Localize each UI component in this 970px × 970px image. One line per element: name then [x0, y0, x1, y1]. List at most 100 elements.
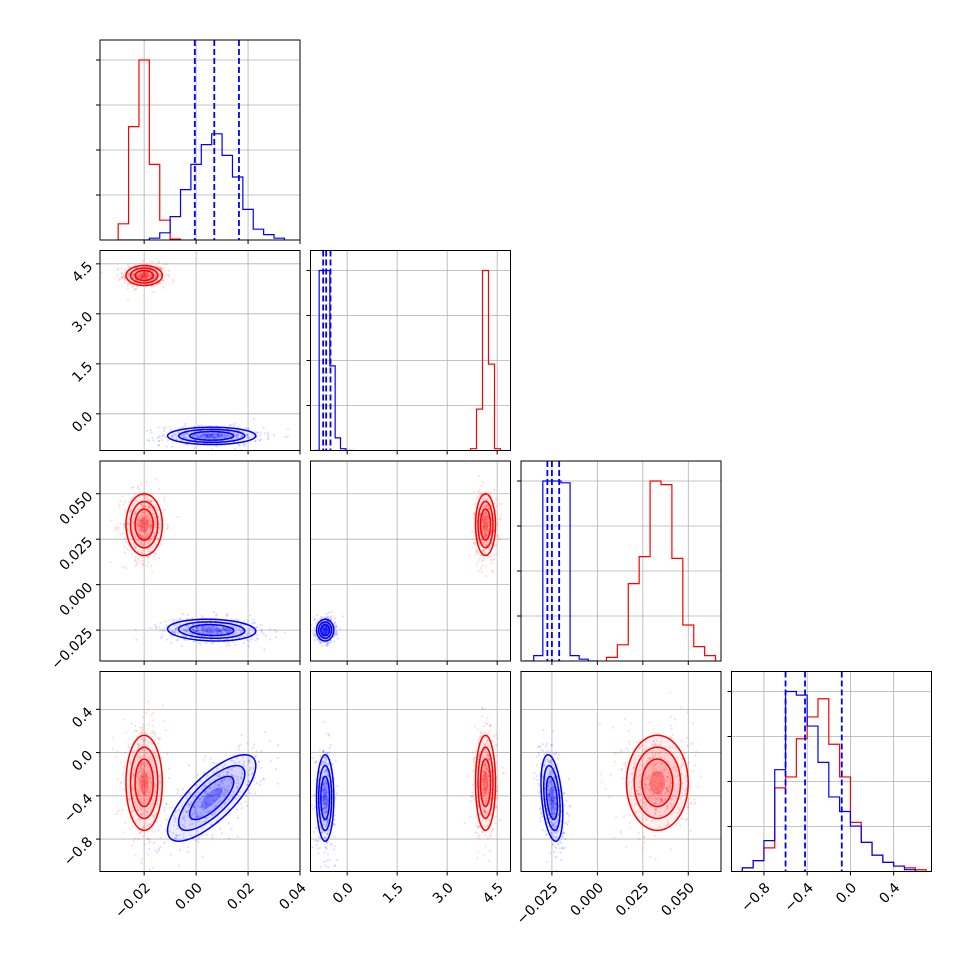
scatter-point: [240, 631, 243, 634]
scatter-point: [490, 569, 494, 572]
scatter-point: [140, 786, 144, 789]
scatter-point: [274, 636, 278, 639]
scatter-point: [153, 738, 157, 742]
scatter-point: [222, 632, 225, 635]
scatter-point: [195, 814, 198, 817]
scatter-point: [148, 517, 151, 520]
scatter-point: [137, 523, 140, 526]
scatter-point: [208, 803, 212, 806]
scatter-point: [242, 762, 245, 766]
scatter-point: [487, 775, 490, 778]
scatter-point: [495, 786, 499, 789]
scatter-point: [476, 825, 480, 828]
scatter-point: [662, 771, 665, 774]
scatter-point: [317, 835, 320, 839]
scatter-point: [324, 625, 327, 628]
scatter-point: [145, 822, 148, 825]
scatter-point: [199, 811, 203, 815]
scatter-point: [217, 629, 221, 632]
scatter-point: [204, 803, 207, 806]
scatter-point: [661, 799, 664, 803]
scatter-point: [207, 625, 210, 628]
panel-plot-area: [100, 250, 300, 451]
scatter-point: [154, 754, 157, 757]
scatter-point: [223, 627, 226, 630]
scatter-point: [487, 521, 490, 525]
scatter-point: [145, 271, 149, 274]
scatter-point: [228, 778, 231, 781]
scatter-point: [243, 619, 246, 622]
histogram-red: [605, 480, 717, 661]
scatter-point: [146, 709, 150, 712]
scatter-point: [210, 433, 214, 436]
scatter-point: [318, 770, 321, 773]
scatter-point: [668, 763, 671, 766]
scatter-point: [209, 433, 212, 436]
scatter-point: [323, 788, 326, 791]
scatter-point: [226, 791, 229, 794]
scatter-point: [216, 792, 219, 796]
scatter-point: [478, 493, 482, 496]
scatter-point: [212, 799, 215, 802]
scatter-point: [324, 628, 328, 631]
scatter-point: [697, 786, 700, 789]
scatter-point: [131, 525, 134, 528]
scatter-point: [322, 627, 326, 630]
scatter-point: [126, 742, 130, 746]
scatter-point: [210, 434, 213, 437]
scatter-point: [143, 780, 146, 783]
scatter-point: [128, 511, 131, 514]
scatter-point: [149, 564, 153, 567]
scatter-point: [677, 778, 681, 782]
scatter-point: [162, 433, 165, 437]
scatter-point: [151, 437, 154, 440]
scatter-point: [633, 760, 636, 763]
scatter-point: [196, 816, 199, 819]
scatter-point: [142, 536, 146, 539]
scatter-point: [139, 276, 142, 279]
scatter-point: [253, 440, 257, 443]
scatter-point: [141, 552, 144, 555]
scatter-point: [142, 739, 146, 742]
density-fill-blue: [178, 765, 245, 831]
scatter-point: [133, 544, 136, 548]
scatter-point: [655, 739, 658, 742]
scatter-point: [326, 616, 329, 619]
scatter-point: [138, 770, 141, 774]
scatter-point: [198, 797, 201, 801]
scatter-point: [463, 822, 466, 825]
scatter-point: [495, 804, 498, 808]
scatter-point: [208, 437, 211, 440]
scatter-point: [115, 525, 118, 529]
scatter-point: [657, 810, 660, 814]
scatter-point: [211, 630, 214, 633]
scatter-point: [320, 777, 323, 780]
scatter-point: [217, 632, 220, 635]
scatter-point: [117, 279, 120, 282]
scatter-point: [143, 782, 146, 785]
scatter-point: [160, 635, 163, 638]
scatter-point: [130, 762, 133, 765]
contour-line-blue: [166, 754, 257, 842]
scatter-point: [498, 502, 501, 506]
scatter-point: [208, 793, 211, 796]
scatter-point: [198, 436, 201, 439]
scatter-point: [169, 853, 173, 856]
scatter-point: [187, 613, 190, 616]
scatter-point: [480, 523, 483, 527]
scatter-point: [142, 738, 145, 741]
scatter-point: [139, 756, 143, 760]
scatter-point: [139, 519, 142, 522]
scatter-point: [322, 627, 325, 630]
scatter-point: [193, 805, 196, 808]
scatter-point: [131, 530, 134, 533]
scatter-point: [176, 792, 179, 795]
scatter-point: [146, 700, 150, 703]
scatter-point: [234, 631, 237, 634]
scatter-point: [135, 781, 138, 784]
scatter-point: [131, 809, 135, 812]
scatter-point: [330, 615, 334, 618]
scatter-point: [314, 839, 317, 843]
scatter-point: [483, 535, 486, 539]
scatter-point: [121, 494, 124, 498]
